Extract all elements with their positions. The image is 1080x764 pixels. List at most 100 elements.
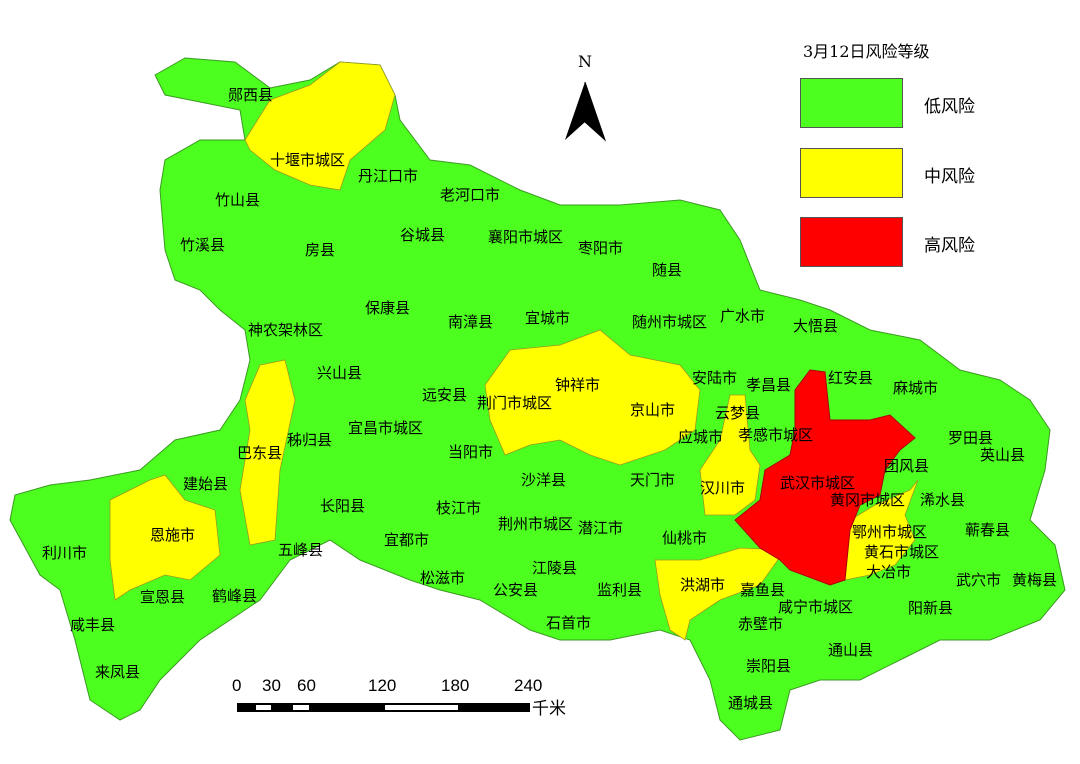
region-label: 鄂州市城区	[852, 523, 927, 541]
region-label: 谷城县	[400, 226, 445, 244]
region-label: 汉川市	[700, 479, 745, 497]
region-label: 松滋市	[420, 569, 465, 587]
region-label: 钟祥市	[555, 376, 600, 394]
region-label: 竹溪县	[180, 236, 225, 254]
scale-tick: 60	[297, 676, 316, 695]
region-label: 崇阳县	[746, 657, 791, 675]
region-label: 兴山县	[317, 364, 362, 382]
region-label: 十堰市城区	[270, 151, 345, 169]
north-arrow-icon	[565, 81, 607, 142]
region-label: 石首市	[546, 614, 591, 632]
region-label: 宜都市	[384, 531, 429, 549]
region-label: 云梦县	[715, 404, 760, 422]
region-label: 团风县	[884, 457, 929, 475]
region-label: 浠水县	[920, 491, 965, 509]
region-label: 武汉市城区	[780, 474, 855, 492]
region-label: 房县	[305, 241, 335, 259]
region-label: 英山县	[980, 446, 1025, 464]
region-label: 宜城市	[525, 309, 570, 327]
medium-risk-region	[839, 479, 919, 581]
region-label: 宜昌市城区	[348, 419, 423, 437]
region-label: 赤壁市	[738, 615, 783, 633]
region-label: 枣阳市	[578, 239, 623, 257]
region-label: 监利县	[597, 581, 642, 599]
region-label: 鹤峰县	[212, 587, 257, 605]
scale-bar	[237, 703, 530, 712]
region-label: 蕲春县	[965, 521, 1010, 539]
region-label: 洪湖市	[680, 576, 725, 594]
region-label: 丹江口市	[358, 167, 418, 185]
region-label: 巴东县	[237, 444, 282, 462]
region-label: 长阳县	[320, 497, 365, 515]
north-label: N	[578, 52, 592, 71]
legend-swatch	[800, 78, 903, 128]
region-label: 利川市	[42, 544, 87, 562]
region-label: 罗田县	[948, 429, 993, 447]
region-label: 五峰县	[278, 541, 323, 559]
region-label: 红安县	[828, 369, 873, 387]
region-label: 南漳县	[448, 313, 493, 331]
region-label: 随州市城区	[632, 313, 707, 331]
region-label: 大悟县	[793, 317, 838, 335]
legend-item-low: 低风险	[800, 78, 1060, 130]
region-label: 秭归县	[287, 431, 332, 449]
legend-item-medium: 中风险	[800, 148, 1060, 200]
region-label: 枝江市	[436, 499, 481, 517]
region-label: 远安县	[422, 386, 467, 404]
region-label: 仙桃市	[662, 529, 707, 547]
legend-swatch	[800, 148, 903, 198]
region-label: 宣恩县	[140, 588, 185, 606]
legend-label: 中风险	[924, 167, 975, 187]
region-label: 江陵县	[532, 559, 577, 577]
legend-item-high: 高风险	[800, 217, 1060, 269]
region-label: 咸丰县	[70, 616, 115, 634]
region-label: 神农架林区	[248, 321, 323, 339]
region-label: 老河口市	[440, 186, 500, 204]
region-label: 嘉鱼县	[740, 581, 785, 599]
region-label: 当阳市	[448, 443, 493, 461]
region-wuhan-high-risk	[734, 369, 916, 586]
region-label: 咸宁市城区	[778, 598, 853, 616]
medium-risk-region	[484, 329, 701, 466]
scale-tick: 0	[232, 676, 242, 695]
region-label: 应城市	[678, 428, 723, 446]
region-label: 黄石市城区	[864, 543, 939, 561]
scale-tick: 120	[368, 676, 397, 695]
region-label: 来凤县	[95, 663, 140, 681]
region-label: 安陆市	[692, 369, 737, 387]
region-label: 恩施市	[150, 526, 195, 544]
region-label: 郧西县	[228, 86, 273, 104]
region-label: 潜江市	[578, 519, 623, 537]
region-label: 孝昌县	[746, 376, 791, 394]
legend-label: 低风险	[924, 97, 975, 117]
medium-risk-areas	[109, 61, 919, 641]
scale-tick: 240	[514, 676, 543, 695]
region-label: 荆门市城区	[477, 394, 552, 412]
region-label: 麻城市	[893, 379, 938, 397]
region-label: 孝感市城区	[738, 426, 813, 444]
legend-swatch	[800, 217, 903, 267]
region-label: 通城县	[728, 694, 773, 712]
medium-risk-region	[244, 61, 396, 191]
medium-risk-region	[654, 547, 786, 641]
legend-label: 高风险	[924, 236, 975, 256]
region-label: 随县	[652, 261, 682, 279]
scale-unit: 千米	[532, 699, 566, 719]
region-label: 通山县	[828, 641, 873, 659]
region-label: 黄冈市城区	[830, 491, 905, 509]
region-label: 大冶市	[866, 563, 911, 581]
region-label: 襄阳市城区	[488, 228, 563, 246]
region-label: 天门市	[630, 471, 675, 489]
region-label: 建始县	[183, 475, 228, 493]
medium-risk-region	[239, 359, 296, 546]
region-label: 沙洋县	[521, 471, 566, 489]
region-label: 保康县	[365, 299, 410, 317]
region-label: 阳新县	[908, 599, 953, 617]
region-label: 黄梅县	[1012, 571, 1057, 589]
region-label: 广水市	[720, 307, 765, 325]
scale-tick: 30	[262, 676, 281, 695]
region-label: 荆州市城区	[498, 515, 573, 533]
scale-tick: 180	[441, 676, 470, 695]
